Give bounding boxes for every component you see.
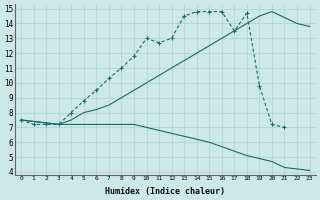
X-axis label: Humidex (Indice chaleur): Humidex (Indice chaleur)	[105, 187, 225, 196]
